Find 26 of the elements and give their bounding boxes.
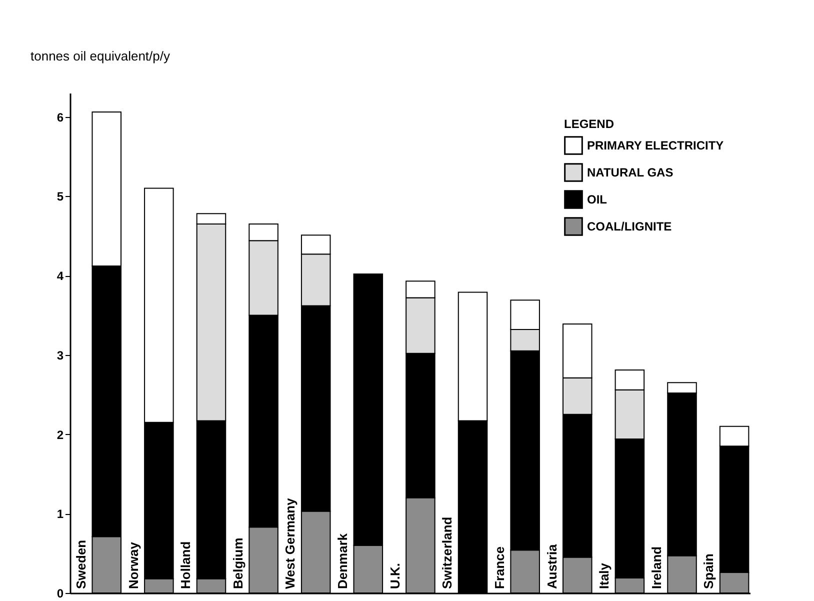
y-tick-label: 3 xyxy=(56,348,64,362)
x-tick-label: Spain xyxy=(701,554,716,589)
y-tick-label: 6 xyxy=(56,110,64,124)
legend-label: COAL/LIGNITE xyxy=(587,220,672,234)
legend-label: PRIMARY ELECTRICITY xyxy=(587,138,724,152)
x-tick-label: Holland xyxy=(178,541,194,589)
x-tick-label: Belgium xyxy=(230,538,246,589)
x-tick-label: Austria xyxy=(544,543,560,589)
y-tick-label: 1 xyxy=(56,507,64,522)
x-tick-label: Switzerland xyxy=(440,516,455,589)
y-tick-label: 2 xyxy=(56,428,64,442)
y-tick-label: 0 xyxy=(56,586,64,600)
y-tick-label: 5 xyxy=(56,190,64,204)
x-tick-label: Denmark xyxy=(335,532,350,589)
x-tick-label: Norway xyxy=(126,541,141,589)
x-tick-label: Italy xyxy=(596,562,612,589)
y-axis-title: tonnes oil equivalent/p/y xyxy=(30,48,170,64)
legend-label: NATURAL GAS xyxy=(587,166,674,180)
x-tick-label: Ireland xyxy=(648,546,664,589)
legend-label: OIL xyxy=(587,192,607,206)
x-tick-label: Sweden xyxy=(74,540,89,589)
x-tick-label: West Germany xyxy=(282,497,298,589)
y-tick-label: 4 xyxy=(56,269,64,284)
x-tick-label: France xyxy=(492,546,507,589)
x-tick-label: U.K. xyxy=(387,563,402,589)
legend-title: LEGEND xyxy=(564,117,614,131)
